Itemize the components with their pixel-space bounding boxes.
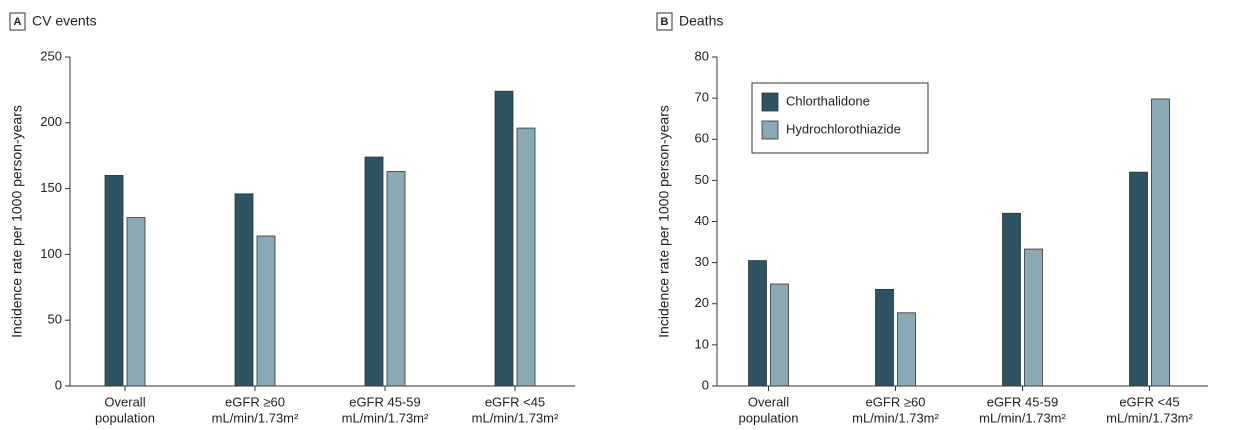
bar — [234, 193, 254, 387]
y-tick-label: 10 — [695, 336, 709, 351]
panel-box — [9, 12, 26, 31]
x-tick-label: eGFR <45 — [1119, 394, 1179, 409]
y-tick-label: 200 — [40, 114, 62, 129]
x-tick-label: Overall — [748, 394, 789, 409]
chart-title: CV events — [32, 13, 97, 29]
x-tick-label: Overall — [104, 394, 145, 409]
y-tick-label: 70 — [695, 90, 709, 105]
panel-label: A — [14, 16, 22, 28]
y-tick-label: 20 — [695, 295, 709, 310]
legend-label: Hydrochlorothiazide — [786, 121, 901, 136]
bar — [256, 235, 276, 387]
legend-label: Chlorthalidone — [786, 93, 870, 108]
y-tick-label: 0 — [702, 377, 709, 392]
bar — [875, 288, 894, 387]
y-tick-label: 40 — [695, 213, 709, 228]
y-tick-label: 80 — [695, 48, 709, 63]
bar — [770, 283, 789, 387]
y-tick-label: 30 — [695, 254, 709, 269]
chart-title: Deaths — [679, 13, 723, 29]
y-tick-label: 50 — [48, 312, 62, 327]
bar — [1129, 171, 1148, 387]
bar — [364, 156, 384, 387]
panel-box — [656, 12, 673, 31]
x-tick-label: population — [95, 410, 155, 425]
bar — [104, 175, 124, 387]
bar — [494, 90, 514, 387]
x-tick-label: eGFR 45-59 — [349, 394, 421, 409]
bar — [1002, 212, 1021, 387]
panel-label: B — [661, 16, 669, 28]
bar — [748, 260, 767, 387]
x-tick-label: population — [739, 410, 799, 425]
y-axis-label: Incidence rate per 1000 person-years — [656, 105, 672, 338]
y-tick-label: 150 — [40, 180, 62, 195]
x-tick-label: eGFR <45 — [485, 394, 545, 409]
y-tick-label: 100 — [40, 246, 62, 261]
x-tick-label: mL/min/1.73m² — [979, 410, 1066, 425]
bar — [897, 312, 916, 387]
x-tick-label: mL/min/1.73m² — [1106, 410, 1193, 425]
legend-box — [751, 82, 929, 154]
legend-swatch — [761, 92, 779, 112]
bar — [516, 127, 536, 387]
y-tick-label: 0 — [55, 377, 62, 392]
y-tick-label: 60 — [695, 131, 709, 146]
y-tick-label: 50 — [695, 172, 709, 187]
bar — [1151, 98, 1170, 387]
y-tick-label: 250 — [40, 48, 62, 63]
x-tick-label: mL/min/1.73m² — [212, 410, 299, 425]
legend-swatch — [761, 120, 779, 140]
x-tick-label: mL/min/1.73m² — [852, 410, 939, 425]
x-tick-label: eGFR 45-59 — [987, 394, 1059, 409]
x-tick-label: mL/min/1.73m² — [342, 410, 429, 425]
y-axis-label: Incidence rate per 1000 person-years — [9, 105, 25, 338]
x-tick-label: eGFR ≥60 — [225, 394, 285, 409]
x-tick-label: eGFR ≥60 — [866, 394, 926, 409]
x-tick-label: mL/min/1.73m² — [472, 410, 559, 425]
bar — [126, 217, 146, 387]
bar — [386, 171, 406, 387]
bar — [1024, 248, 1043, 387]
